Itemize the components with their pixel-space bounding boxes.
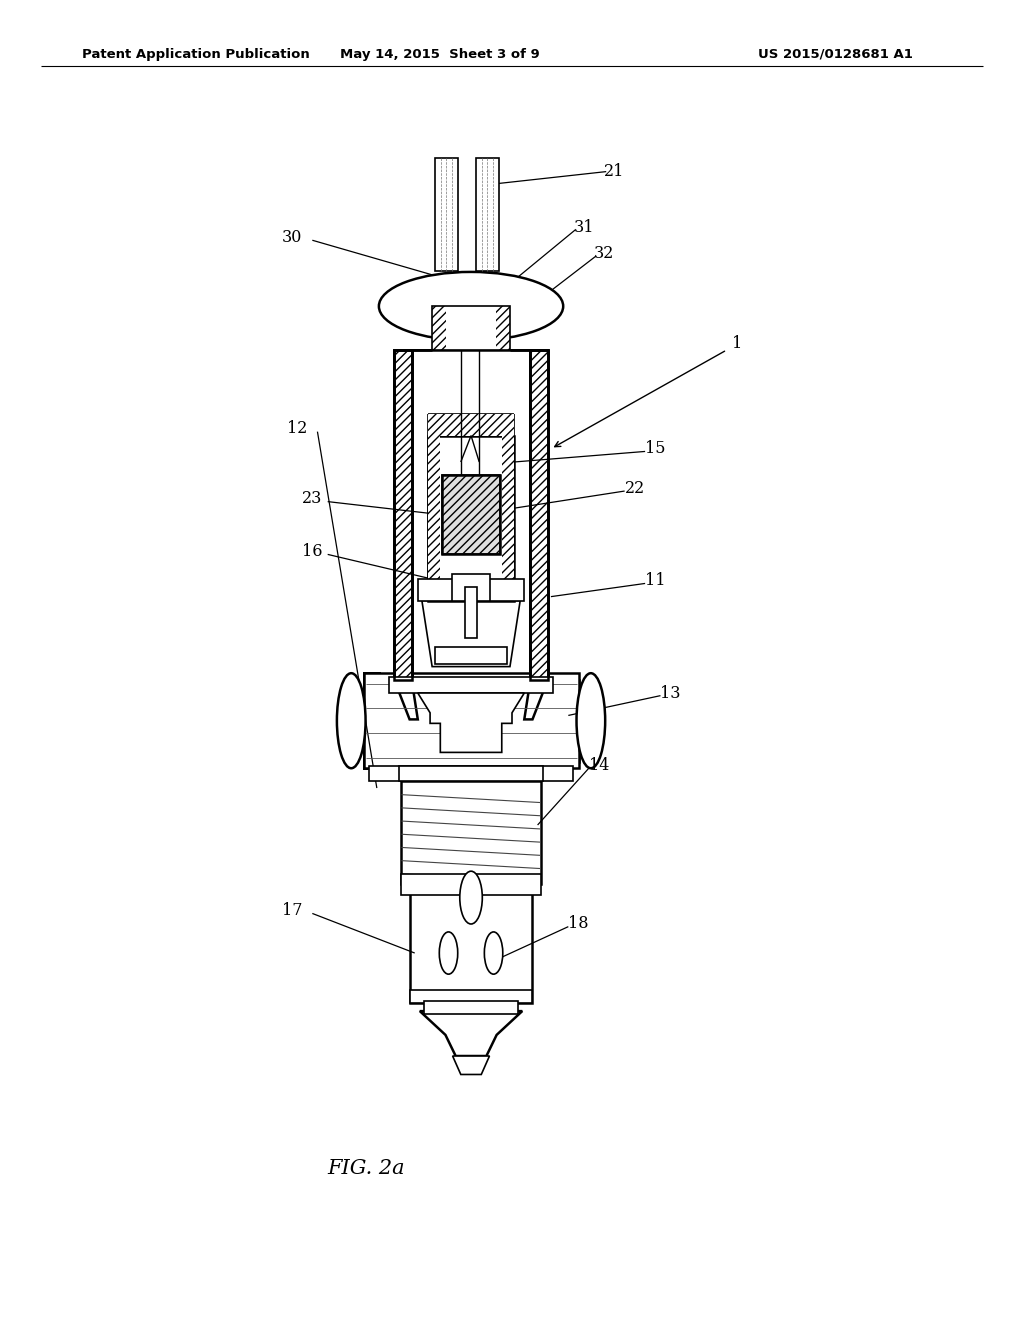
- Bar: [530, 350, 548, 680]
- Text: US 2015/0128681 A1: US 2015/0128681 A1: [758, 48, 912, 61]
- Ellipse shape: [484, 932, 503, 974]
- Text: 21: 21: [604, 164, 625, 180]
- Bar: [428, 436, 440, 601]
- Ellipse shape: [439, 932, 458, 974]
- Bar: [442, 475, 500, 554]
- Bar: [399, 766, 543, 781]
- Bar: [418, 579, 524, 601]
- Bar: [401, 781, 541, 884]
- Text: Patent Application Publication: Patent Application Publication: [82, 48, 309, 61]
- Text: 15: 15: [645, 441, 666, 457]
- Text: May 14, 2015  Sheet 3 of 9: May 14, 2015 Sheet 3 of 9: [340, 48, 541, 61]
- Bar: [442, 475, 500, 554]
- Bar: [410, 884, 532, 1003]
- Text: 1: 1: [732, 335, 742, 351]
- Polygon shape: [394, 680, 418, 719]
- Text: FIG. 2a: FIG. 2a: [328, 1159, 406, 1177]
- Text: 13: 13: [660, 685, 681, 701]
- Bar: [428, 436, 514, 601]
- Text: 23: 23: [302, 491, 323, 507]
- Ellipse shape: [460, 871, 482, 924]
- Text: 17: 17: [282, 903, 302, 919]
- Polygon shape: [420, 1011, 522, 1056]
- Polygon shape: [422, 601, 520, 667]
- Polygon shape: [364, 680, 579, 768]
- Bar: [412, 350, 530, 680]
- Bar: [476, 158, 499, 271]
- Text: 31: 31: [573, 219, 594, 235]
- Bar: [394, 350, 412, 680]
- Polygon shape: [524, 680, 548, 719]
- Polygon shape: [418, 693, 524, 752]
- Polygon shape: [364, 673, 379, 768]
- Bar: [435, 158, 458, 271]
- Bar: [428, 414, 514, 436]
- Bar: [435, 647, 507, 664]
- Text: 30: 30: [282, 230, 302, 246]
- Text: 22: 22: [625, 480, 645, 496]
- Bar: [364, 673, 579, 768]
- Bar: [394, 350, 412, 680]
- Text: 32: 32: [594, 246, 614, 261]
- Text: 14: 14: [589, 758, 609, 774]
- Bar: [530, 350, 548, 680]
- Bar: [502, 436, 514, 601]
- Ellipse shape: [379, 272, 563, 341]
- Text: 11: 11: [645, 573, 666, 589]
- Polygon shape: [394, 350, 412, 680]
- Polygon shape: [530, 350, 548, 680]
- Bar: [410, 990, 532, 1003]
- Polygon shape: [453, 1056, 489, 1074]
- Text: 12: 12: [287, 421, 307, 437]
- Bar: [401, 874, 541, 895]
- Bar: [389, 677, 553, 693]
- Ellipse shape: [337, 673, 366, 768]
- Bar: [369, 766, 573, 781]
- Bar: [424, 1001, 518, 1014]
- Bar: [465, 587, 477, 638]
- Bar: [496, 306, 510, 350]
- Text: 18: 18: [568, 916, 589, 932]
- Bar: [452, 574, 490, 601]
- Bar: [432, 306, 446, 350]
- Text: 16: 16: [302, 544, 323, 560]
- Bar: [432, 306, 510, 350]
- Ellipse shape: [577, 673, 605, 768]
